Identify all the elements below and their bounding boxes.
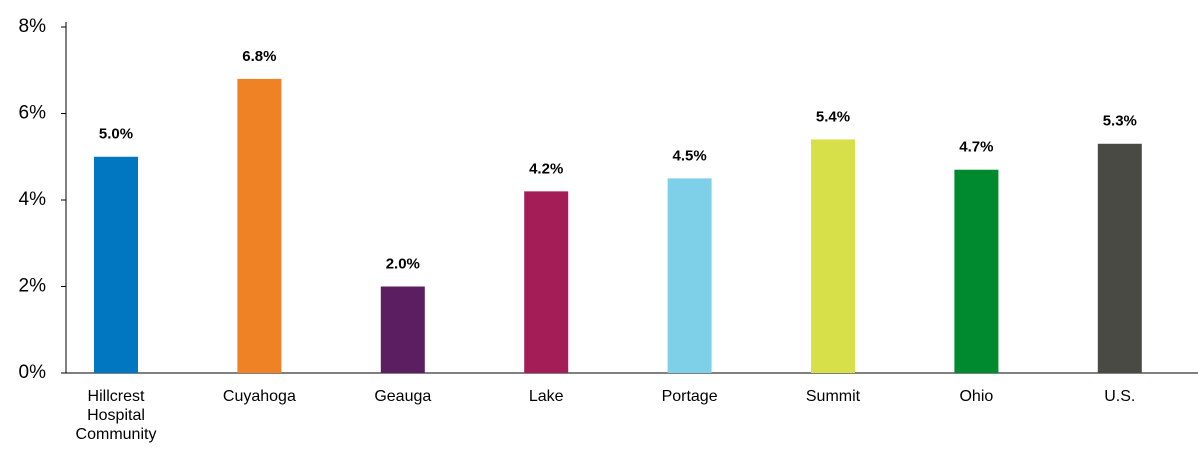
y-tick-label: 8% xyxy=(19,16,47,37)
x-tick-label: Summit xyxy=(805,388,861,405)
y-tick-label: 4% xyxy=(19,189,47,210)
value-label: 5.0% xyxy=(99,126,133,143)
x-tick-label: Hillcrest Hospital Community xyxy=(75,388,157,443)
x-tick-label: U.S. xyxy=(1104,388,1136,405)
x-tick-label: Lake xyxy=(528,388,564,405)
value-label: 5.3% xyxy=(1103,113,1137,130)
x-tick-label: Cuyahoga xyxy=(222,388,296,405)
bar xyxy=(94,156,138,373)
bar xyxy=(237,78,282,374)
value-label: 2.0% xyxy=(386,255,420,272)
y-tick-label: 2% xyxy=(19,276,47,297)
x-tick-label: Geauga xyxy=(374,388,432,405)
value-label: 6.8% xyxy=(242,48,276,65)
bar xyxy=(811,139,855,373)
bar xyxy=(1097,143,1142,373)
bar xyxy=(954,169,999,373)
value-label: 4.7% xyxy=(959,139,993,156)
value-label: 4.5% xyxy=(672,147,706,164)
value-label: 4.2% xyxy=(529,160,563,177)
value-label: 5.4% xyxy=(816,108,850,125)
y-tick-label: 0% xyxy=(19,362,47,383)
bar xyxy=(524,191,569,373)
x-tick-label: Portage xyxy=(661,388,718,405)
x-tick-label: Ohio xyxy=(959,388,994,405)
y-tick-label: 6% xyxy=(19,103,47,124)
bar xyxy=(667,178,712,373)
bar xyxy=(380,286,425,373)
